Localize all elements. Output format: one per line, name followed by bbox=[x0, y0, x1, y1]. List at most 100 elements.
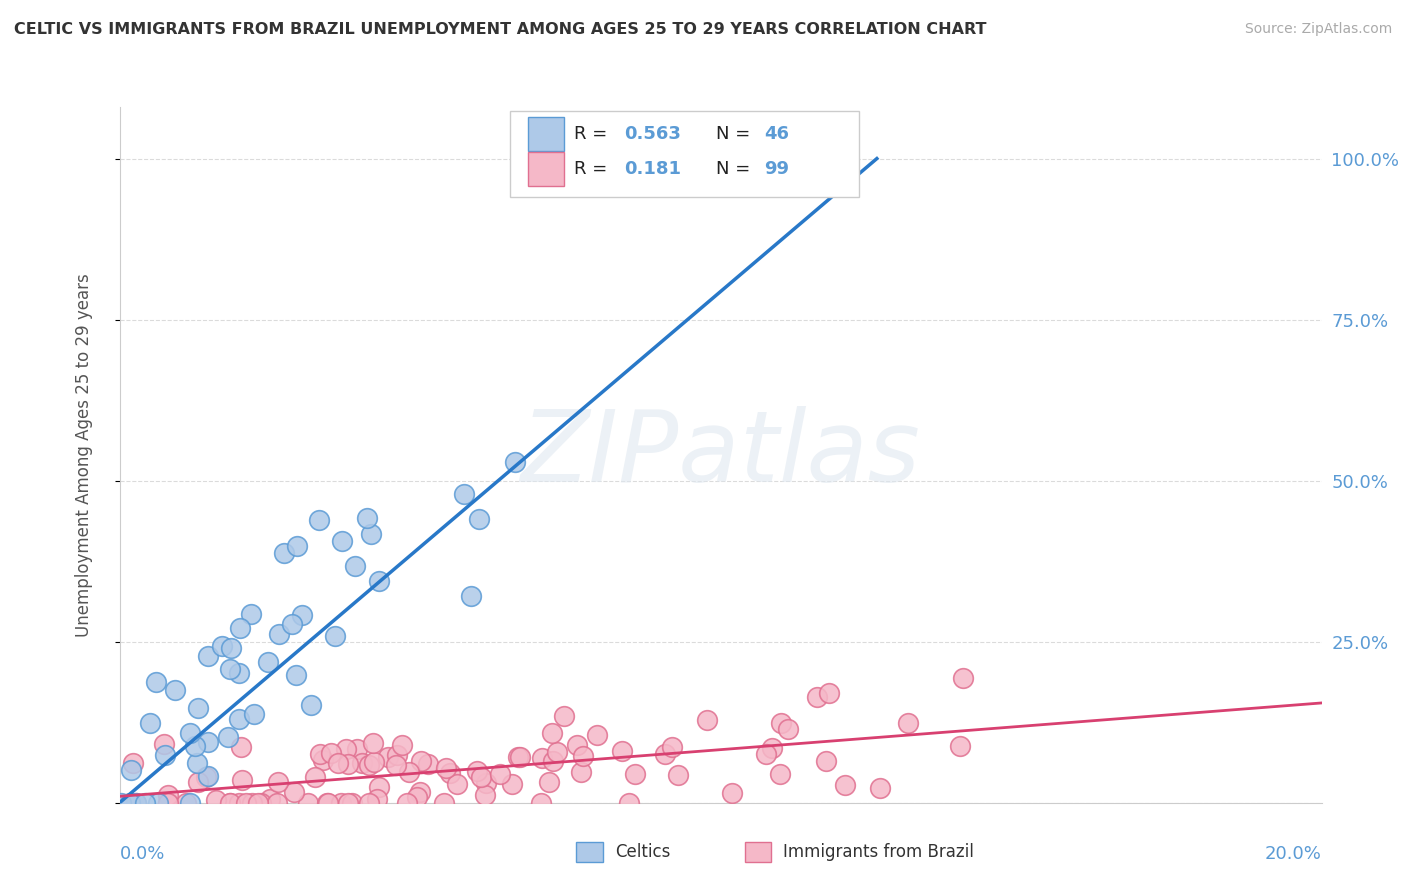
Point bbox=[321, 746, 343, 760]
Point bbox=[770, 715, 793, 730]
Text: R =: R = bbox=[574, 125, 613, 144]
Point bbox=[309, 747, 332, 762]
Point bbox=[612, 743, 634, 757]
FancyBboxPatch shape bbox=[576, 842, 603, 862]
Text: Source: ZipAtlas.com: Source: ZipAtlas.com bbox=[1244, 22, 1392, 37]
Point bbox=[696, 714, 718, 728]
Point bbox=[242, 796, 264, 810]
Point bbox=[776, 722, 799, 736]
Point bbox=[197, 735, 219, 749]
Point bbox=[666, 768, 689, 782]
Point bbox=[721, 786, 744, 800]
Point bbox=[153, 748, 176, 763]
Y-axis label: Unemployment Among Ages 25 to 29 years: Unemployment Among Ages 25 to 29 years bbox=[75, 273, 93, 637]
Point bbox=[284, 667, 307, 681]
Point bbox=[145, 675, 167, 690]
Point bbox=[316, 796, 339, 810]
Point bbox=[197, 769, 219, 783]
Point bbox=[228, 712, 250, 726]
Point bbox=[336, 756, 359, 771]
Point bbox=[952, 671, 974, 685]
Point bbox=[361, 736, 384, 750]
Point bbox=[433, 796, 456, 810]
Point bbox=[184, 739, 207, 753]
Point bbox=[335, 742, 357, 756]
Point bbox=[299, 698, 322, 712]
Point bbox=[553, 708, 575, 723]
Point bbox=[761, 741, 783, 756]
Point bbox=[453, 487, 475, 501]
Point bbox=[287, 539, 309, 553]
Point bbox=[211, 640, 233, 654]
Point bbox=[817, 686, 839, 700]
Point bbox=[834, 778, 856, 792]
Point bbox=[546, 745, 568, 759]
Point bbox=[110, 796, 132, 810]
Point bbox=[186, 756, 208, 770]
Point bbox=[585, 728, 607, 742]
Point bbox=[174, 796, 197, 810]
Point bbox=[359, 757, 381, 772]
FancyBboxPatch shape bbox=[529, 118, 564, 151]
Text: 20.0%: 20.0% bbox=[1265, 845, 1322, 863]
Text: 0.181: 0.181 bbox=[624, 160, 682, 178]
Point bbox=[815, 754, 838, 768]
Point bbox=[138, 715, 160, 730]
Point bbox=[503, 455, 526, 469]
Text: 46: 46 bbox=[763, 125, 789, 144]
Point bbox=[247, 796, 270, 810]
Point bbox=[297, 796, 319, 810]
Point bbox=[120, 763, 142, 777]
Point bbox=[219, 796, 242, 810]
Point bbox=[304, 770, 326, 784]
Point bbox=[281, 617, 304, 632]
Point bbox=[257, 655, 280, 669]
Point bbox=[243, 706, 266, 721]
Point bbox=[118, 796, 141, 810]
Point bbox=[308, 513, 330, 527]
Point bbox=[409, 785, 432, 799]
Text: 0.0%: 0.0% bbox=[120, 845, 165, 863]
Point bbox=[228, 796, 250, 810]
Text: 0.563: 0.563 bbox=[624, 125, 682, 144]
Point bbox=[330, 533, 353, 548]
Point bbox=[228, 666, 250, 681]
Point bbox=[122, 756, 145, 771]
Point bbox=[869, 780, 891, 795]
Point bbox=[387, 747, 409, 762]
Point bbox=[329, 796, 352, 810]
FancyBboxPatch shape bbox=[745, 842, 770, 862]
Point bbox=[291, 608, 314, 623]
Point bbox=[897, 715, 920, 730]
Text: CELTIC VS IMMIGRANTS FROM BRAZIL UNEMPLOYMENT AMONG AGES 25 TO 29 YEARS CORRELAT: CELTIC VS IMMIGRANTS FROM BRAZIL UNEMPLO… bbox=[14, 22, 987, 37]
Point bbox=[219, 662, 242, 676]
Point bbox=[217, 730, 239, 744]
Text: N =: N = bbox=[716, 125, 756, 144]
Point bbox=[219, 641, 242, 656]
Point bbox=[398, 765, 420, 780]
Point bbox=[146, 796, 169, 810]
Point bbox=[195, 770, 218, 784]
Point bbox=[229, 622, 252, 636]
Point bbox=[179, 796, 201, 810]
Point bbox=[163, 683, 186, 698]
Point bbox=[541, 726, 564, 740]
Point bbox=[543, 754, 565, 768]
Text: Immigrants from Brazil: Immigrants from Brazil bbox=[783, 843, 974, 861]
Point bbox=[153, 737, 176, 751]
Point bbox=[205, 793, 228, 807]
Point bbox=[187, 775, 209, 789]
Point bbox=[259, 792, 281, 806]
Point bbox=[267, 627, 290, 641]
Point bbox=[439, 765, 461, 780]
Point bbox=[357, 796, 380, 810]
Point bbox=[367, 780, 389, 794]
Point bbox=[446, 777, 468, 791]
Point bbox=[474, 788, 496, 802]
Point bbox=[267, 775, 290, 789]
Point bbox=[125, 796, 148, 810]
Point bbox=[467, 512, 489, 526]
Point bbox=[949, 739, 972, 753]
Point bbox=[470, 770, 492, 784]
Point bbox=[501, 777, 523, 791]
